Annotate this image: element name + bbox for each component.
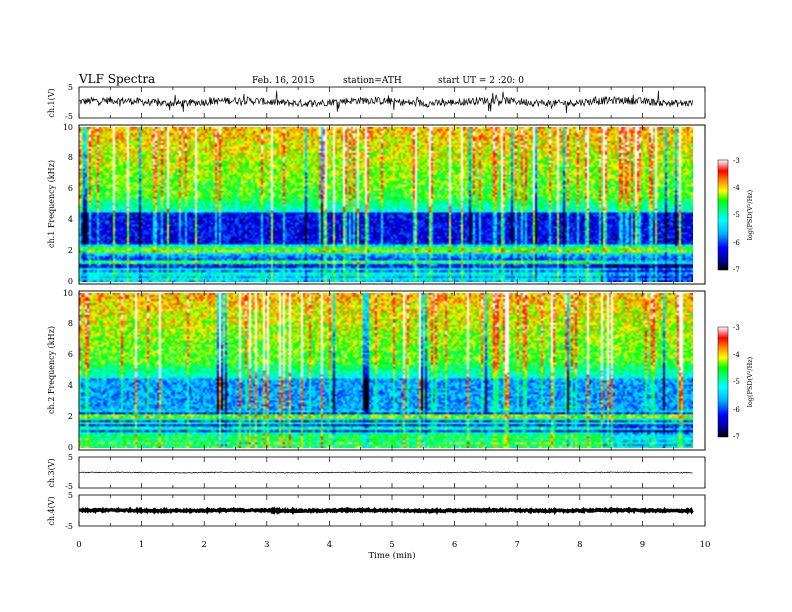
ch1-cbar-label: log(PSD(V²/Hz) <box>746 189 754 240</box>
ch2-spectrogram-image <box>79 293 693 448</box>
ch3-waveform-trace <box>78 471 693 474</box>
ch1-colorbar-gradient <box>717 159 729 271</box>
time-tick-8: 8 <box>577 540 582 550</box>
time-tick-7: 7 <box>514 540 519 550</box>
ch1-plot-frame <box>78 86 706 119</box>
ch1-cbar-tick-m4: -4 <box>733 184 740 192</box>
ch2-freq-tick-0: 0 <box>68 443 73 452</box>
time-tick-2: 2 <box>201 540 206 550</box>
ch2-freq-tick-8: 8 <box>68 319 73 328</box>
ch1-colorbar: -3 -4 -5 -6 -7 log(PSD(V²/Hz) <box>717 157 754 274</box>
time-tick-10: 10 <box>700 540 711 550</box>
ch1-cbar-tick-m6: -6 <box>733 239 740 247</box>
ch1-freq-tick-4: 4 <box>68 215 73 224</box>
ch3-waveform-panel: 5 -5 ch.3(V) <box>47 453 706 491</box>
ch4-ytick-bottom: -5 <box>65 522 73 531</box>
ch3-ytick-top: 5 <box>68 453 73 462</box>
time-tick-1: 1 <box>139 540 144 550</box>
time-tick-5: 5 <box>389 540 394 550</box>
ch2-cbar-tick-m6: -6 <box>733 406 740 414</box>
ch1-freq-tick-6: 6 <box>68 184 73 193</box>
ch2-cbar-tick-m5: -5 <box>733 378 740 386</box>
time-tick-0: 0 <box>76 540 81 550</box>
ch3-ytick-bottom: -5 <box>65 482 73 491</box>
figure-title: VLF Spectra <box>78 72 155 86</box>
time-tick-3: 3 <box>264 540 269 550</box>
ch2-cbar-tick-m7: -7 <box>733 433 740 441</box>
ch1-spec-ylabel: ch.1 Frequency (kHz) <box>47 160 56 248</box>
ch2-colorbar-gradient <box>717 326 729 438</box>
ch2-spectrogram-panel: 0 2 4 6 8 10 ch.2 Frequency (kHz) <box>47 289 706 452</box>
date-label: Feb. 16, 2015 <box>252 76 315 86</box>
ch1-freq-tick-8: 8 <box>68 153 73 162</box>
ch2-freq-tick-4: 4 <box>68 381 73 390</box>
ch1-waveform-panel: 5 -5 ch.1(V) <box>47 83 706 121</box>
time-tick-9: 9 <box>640 540 645 550</box>
ch2-cbar-label: log(PSD(V²/Hz) <box>746 356 754 407</box>
ch2-spec-ylabel: ch.2 Frequency (kHz) <box>47 326 56 414</box>
ch2-freq-tick-2: 2 <box>68 412 73 421</box>
ch2-freq-tick-10: 10 <box>63 289 73 298</box>
time-tick-marks <box>78 87 706 526</box>
start-ut-label: start UT = 2 :20: 0 <box>438 76 524 86</box>
ch1-freq-tick-10: 10 <box>63 123 73 132</box>
ch4-waveform-trace <box>78 506 694 516</box>
time-axis-label: Time (min) <box>368 550 415 561</box>
ch1-cbar-tick-m3: -3 <box>733 157 740 165</box>
ch2-freq-tick-6: 6 <box>68 350 73 359</box>
ch1-freq-tick-2: 2 <box>68 246 73 255</box>
ch1-spectrogram-panel: 0 2 4 6 8 10 ch.1 Frequency (kHz) <box>47 123 706 286</box>
ch1-cbar-tick-m5: -5 <box>733 211 740 219</box>
station-label: station=ATH <box>343 76 402 86</box>
ch2-cbar-tick-m3: -3 <box>733 324 740 332</box>
ch2-cbar-tick-m4: -4 <box>733 351 740 359</box>
ch1-freq-tick-0: 0 <box>68 277 73 286</box>
ch1-ylabel: ch.1(V) <box>47 88 56 117</box>
ch4-waveform-panel: 5 -5 ch.4(V) <box>47 491 706 531</box>
ch2-colorbar: -3 -4 -5 -6 -7 log(PSD(V²/Hz) <box>717 324 754 441</box>
ch1-ytick-bottom: -5 <box>65 112 73 121</box>
ch4-ylabel: ch.4(V) <box>47 496 56 525</box>
ch4-ytick-top: 5 <box>68 491 73 500</box>
time-tick-6: 6 <box>452 540 457 550</box>
ch3-ylabel: ch.3(V) <box>47 458 56 487</box>
ch1-waveform-trace <box>78 90 693 113</box>
ch1-spectrogram-image <box>79 127 693 282</box>
time-tick-4: 4 <box>327 540 332 550</box>
ch1-cbar-tick-m7: -7 <box>733 266 740 274</box>
ch1-ytick-top: 5 <box>68 83 73 92</box>
time-axis-labels: 0 1 2 3 4 5 6 7 8 9 10 Time (min) <box>76 540 710 561</box>
